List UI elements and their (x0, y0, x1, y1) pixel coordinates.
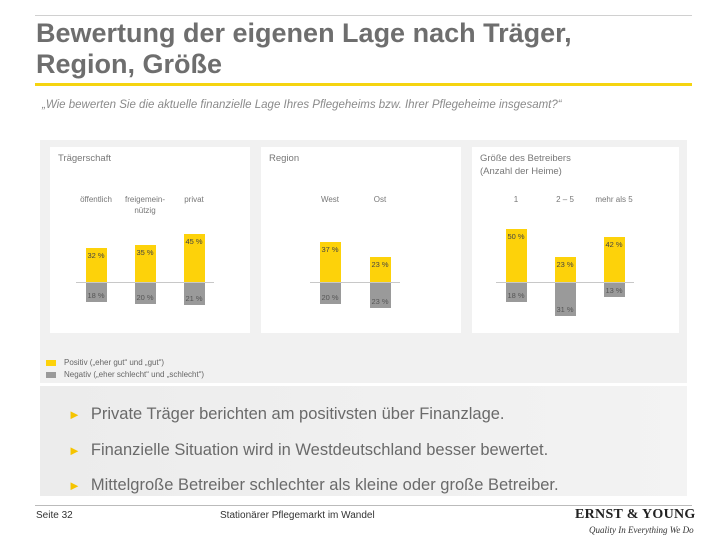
bar-negative (369, 283, 391, 308)
zero-baseline (76, 282, 214, 283)
data-label-positive: 45 % (185, 236, 203, 246)
chart-title: Trägerschaft (58, 153, 111, 164)
bar-positive (319, 242, 341, 282)
survey-question: „Wie bewerten Sie die aktuelle finanziel… (42, 99, 562, 111)
bar-positive (603, 237, 625, 282)
bullet-text: Finanzielle Situation wird in Westdeutsc… (90, 441, 549, 459)
data-label-positive: 23 % (556, 260, 574, 270)
title-underline (35, 83, 692, 86)
category-label: Ost (373, 195, 387, 204)
bar-negative (554, 283, 576, 317)
slide-title-line2: Region, Größe (36, 49, 223, 79)
data-label-negative: 18 % (87, 291, 105, 301)
bullet-text: Private Träger berichten am positivsten … (90, 405, 505, 423)
data-label-negative: 20 % (321, 293, 339, 303)
data-label-negative: 20 % (136, 293, 154, 303)
legend-positive-swatch (46, 360, 56, 366)
data-label-positive: 32 % (87, 250, 105, 260)
chart-panel-traegerschaft: Trägerschaft (50, 147, 250, 333)
category-label: öffentlich (80, 195, 112, 204)
bar-positive (505, 228, 527, 282)
bar-positive (554, 257, 576, 282)
ernst-young-logo: ERNST & YOUNG Quality In Everything We D… (575, 507, 695, 539)
bullet-item: ► Finanzielle Situation wird in Westdeuts… (68, 441, 548, 460)
data-label-positive: 23 % (371, 260, 389, 270)
bar-positive (183, 233, 205, 282)
bar-negative (183, 283, 205, 306)
slide-title: Bewertung der eigenen Lage nach Träger, … (36, 18, 696, 80)
category-label: 1 (513, 195, 519, 204)
bar-positive (85, 247, 107, 282)
bullet-box (40, 386, 687, 496)
bar-negative (85, 283, 107, 303)
category-label: privat (184, 195, 204, 204)
data-label-negative: 21 % (185, 294, 203, 304)
bullet-item: ► Mittelgroße Betreiber schlechter als kl… (68, 476, 559, 495)
footer-title: Stationärer Pflegemarkt im Wandel (220, 510, 375, 521)
bar-negative (505, 283, 527, 303)
page-number: Seite 32 (36, 510, 73, 521)
chart-title: Region (269, 153, 300, 164)
bar-negative (603, 283, 625, 297)
data-label-positive: 42 % (605, 240, 623, 250)
chart-title: Größe des Betreibers (480, 153, 571, 164)
data-label-positive: 50 % (507, 231, 525, 241)
bullet-item: ► Private Träger berichten am positivsten… (68, 405, 505, 424)
zero-baseline (310, 282, 400, 283)
slide-title-line1: Bewertung der eigenen Lage nach Träger, (36, 18, 572, 48)
bar-negative (134, 283, 156, 305)
bar-positive (134, 244, 156, 282)
chart-panel-region: Region (261, 147, 461, 333)
arrow-right-icon: ► (68, 407, 81, 422)
bullet-text: Mittelgroße Betreiber schlechter als kle… (90, 476, 559, 494)
footer-divider (35, 505, 692, 506)
category-label: West (320, 195, 340, 204)
category-label: 2 – 5 (556, 195, 574, 204)
logo-wordmark: ERNST & YOUNG (575, 507, 696, 522)
category-label: freigemein-nützig (124, 195, 165, 215)
top-divider (35, 15, 692, 16)
legend-negative-swatch (46, 372, 56, 378)
data-label-negative: 13 % (605, 285, 623, 295)
data-label-positive: 35 % (136, 247, 154, 257)
arrow-right-icon: ► (68, 478, 81, 493)
data-label-positive: 37 % (321, 245, 339, 255)
data-label-negative: 31 % (556, 305, 574, 315)
category-label: mehr als 5 (595, 195, 633, 204)
zero-baseline (496, 282, 634, 283)
legend-negative-label: Negativ („eher schlecht“ und „schlecht“) (64, 370, 205, 379)
data-label-negative: 23 % (371, 296, 389, 306)
legend-positive-label: Positiv („eher gut“ und „gut“) (64, 358, 165, 367)
chart-subtitle: (Anzahl der Heime) (480, 166, 562, 177)
bar-positive (369, 257, 391, 282)
bar-negative (319, 283, 341, 305)
data-label-negative: 18 % (507, 291, 525, 301)
arrow-right-icon: ► (68, 443, 81, 458)
logo-tagline: Quality In Everything We Do (589, 525, 694, 535)
